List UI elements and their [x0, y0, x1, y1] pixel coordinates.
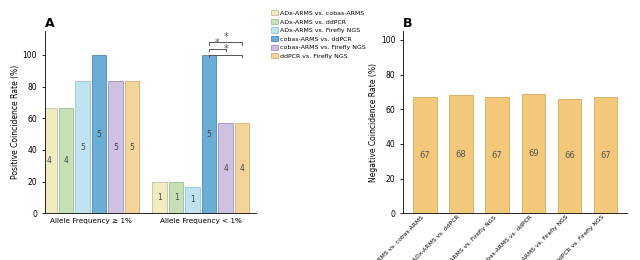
- Bar: [557, 99, 581, 213]
- Bar: [522, 94, 545, 213]
- Text: *: *: [215, 38, 220, 48]
- Bar: [169, 181, 184, 213]
- Bar: [218, 123, 233, 213]
- Bar: [593, 97, 617, 213]
- Bar: [152, 181, 167, 213]
- Legend: ADx-ARMS vs. cobas-ARMS, ADx-ARMS vs. ddPCR, ADx-ARMS vs. Firefly NGS, cobas-ARM: ADx-ARMS vs. cobas-ARMS, ADx-ARMS vs. dd…: [269, 8, 368, 61]
- Bar: [75, 81, 90, 213]
- Bar: [92, 55, 106, 213]
- Bar: [202, 55, 216, 213]
- Y-axis label: Negative Coincidence Rate (%): Negative Coincidence Rate (%): [369, 63, 378, 182]
- Text: 5: 5: [129, 143, 134, 152]
- Text: 5: 5: [113, 143, 118, 152]
- Text: 4: 4: [47, 156, 52, 165]
- Y-axis label: Positive Coincidence Rate (%): Positive Coincidence Rate (%): [11, 65, 20, 179]
- Text: 67: 67: [420, 151, 431, 160]
- Bar: [125, 81, 140, 213]
- Text: 1: 1: [190, 196, 195, 204]
- Bar: [235, 123, 250, 213]
- Text: 4: 4: [63, 156, 68, 165]
- Text: 67: 67: [492, 151, 502, 160]
- Text: 5: 5: [97, 129, 101, 139]
- Text: 66: 66: [564, 152, 575, 160]
- Text: 5: 5: [207, 129, 212, 139]
- Bar: [59, 108, 73, 213]
- Bar: [186, 187, 200, 213]
- Text: 1: 1: [157, 193, 162, 202]
- Bar: [449, 95, 473, 213]
- Bar: [413, 97, 437, 213]
- Bar: [42, 108, 57, 213]
- Bar: [108, 81, 123, 213]
- Text: *: *: [223, 44, 228, 54]
- Text: 68: 68: [456, 150, 467, 159]
- Text: 67: 67: [600, 151, 611, 160]
- Text: 4: 4: [240, 164, 244, 173]
- Text: B: B: [403, 17, 413, 30]
- Text: 5: 5: [80, 143, 85, 152]
- Text: 4: 4: [223, 164, 228, 173]
- Bar: [486, 97, 509, 213]
- Text: *: *: [223, 32, 228, 42]
- Text: 1: 1: [173, 193, 179, 202]
- Text: 69: 69: [528, 149, 538, 158]
- Text: A: A: [45, 17, 54, 30]
